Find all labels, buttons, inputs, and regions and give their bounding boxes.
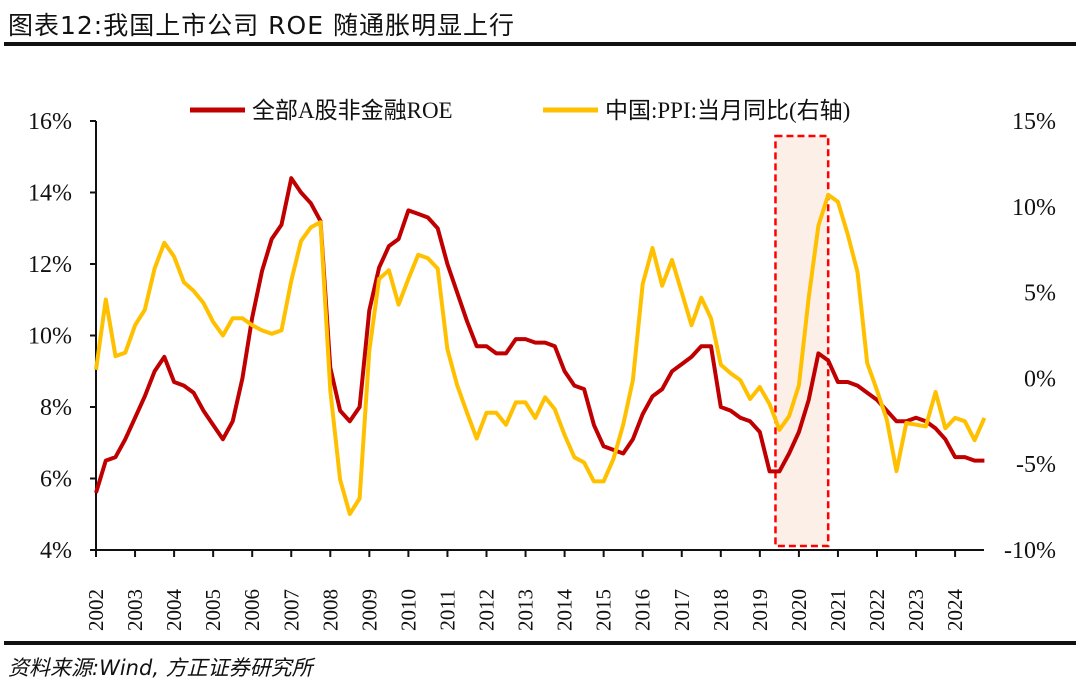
title-rule xyxy=(4,42,1076,46)
series-line-roe xyxy=(94,176,985,494)
x-tick-label: 2023 xyxy=(904,589,928,631)
series-line-ppi xyxy=(94,192,987,516)
x-tick-label: 2016 xyxy=(631,589,655,631)
x-tick-label: 2010 xyxy=(396,589,420,631)
x-tick-label: 2021 xyxy=(826,589,850,631)
left-tick-label: 6% xyxy=(40,467,72,493)
left-tick-label: 8% xyxy=(40,395,72,421)
x-tick-label: 2020 xyxy=(787,589,811,631)
right-tick-label: 10% xyxy=(1012,195,1056,221)
right-tick-label: -5% xyxy=(1016,452,1056,478)
x-tick-label: 2012 xyxy=(475,589,499,631)
series-lines xyxy=(94,176,987,516)
x-tick-label: 2022 xyxy=(865,589,889,631)
axes: 4% 6% 8% 10% 12% 14% 16% -10% -5% 0% 5% 10% 15% 2002 2… xyxy=(28,109,1056,631)
x-tick-label: 2003 xyxy=(123,589,147,631)
legend-label-ppi: 中国:PPI:当月同比(右轴) xyxy=(605,98,850,123)
left-tick-label: 14% xyxy=(28,181,72,207)
x-tick-label: 2005 xyxy=(201,589,225,631)
x-tick-label: 2011 xyxy=(435,589,459,630)
x-tick-label: 2015 xyxy=(592,589,616,631)
footer-rule xyxy=(4,641,1076,645)
right-tick-label: -10% xyxy=(1004,538,1056,564)
chart: 4% 6% 8% 10% 12% 14% 16% -10% -5% 0% 5% 10% 15% 2002 2… xyxy=(28,98,1056,631)
x-tick-label: 2018 xyxy=(709,589,733,631)
x-tick-label: 2006 xyxy=(240,589,264,631)
x-tick-label: 2004 xyxy=(162,589,186,632)
left-tick-label: 12% xyxy=(28,252,72,278)
legend-label-roe: 全部A股非金融ROE xyxy=(252,98,453,123)
x-tick-label: 2017 xyxy=(670,589,694,631)
left-tick-label: 4% xyxy=(40,538,72,564)
x-tick-label: 2008 xyxy=(318,589,342,631)
right-tick-label: 5% xyxy=(1024,281,1056,307)
chart-title: 图表12:我国上市公司 ROE 随通胀明显上行 xyxy=(8,11,515,40)
highlight-box xyxy=(774,134,830,548)
x-tick-label: 2014 xyxy=(553,589,577,632)
x-tick-label: 2002 xyxy=(84,589,108,631)
x-tick-label: 2024 xyxy=(943,589,967,632)
source-note: 资料来源:Wind, 方正证券研究所 xyxy=(8,656,313,680)
x-tick-label: 2013 xyxy=(514,589,538,631)
highlight-box-layer xyxy=(774,134,830,548)
x-tick-label: 2009 xyxy=(357,589,381,631)
right-tick-label: 15% xyxy=(1012,109,1056,135)
x-tick-label: 2007 xyxy=(279,589,303,631)
right-tick-label: 0% xyxy=(1024,366,1056,392)
left-tick-label: 10% xyxy=(28,324,72,350)
left-tick-label: 16% xyxy=(28,109,72,135)
x-tick-label: 2019 xyxy=(748,589,772,631)
legend: 全部A股非金融ROE 中国:PPI:当月同比(右轴) xyxy=(190,98,850,123)
